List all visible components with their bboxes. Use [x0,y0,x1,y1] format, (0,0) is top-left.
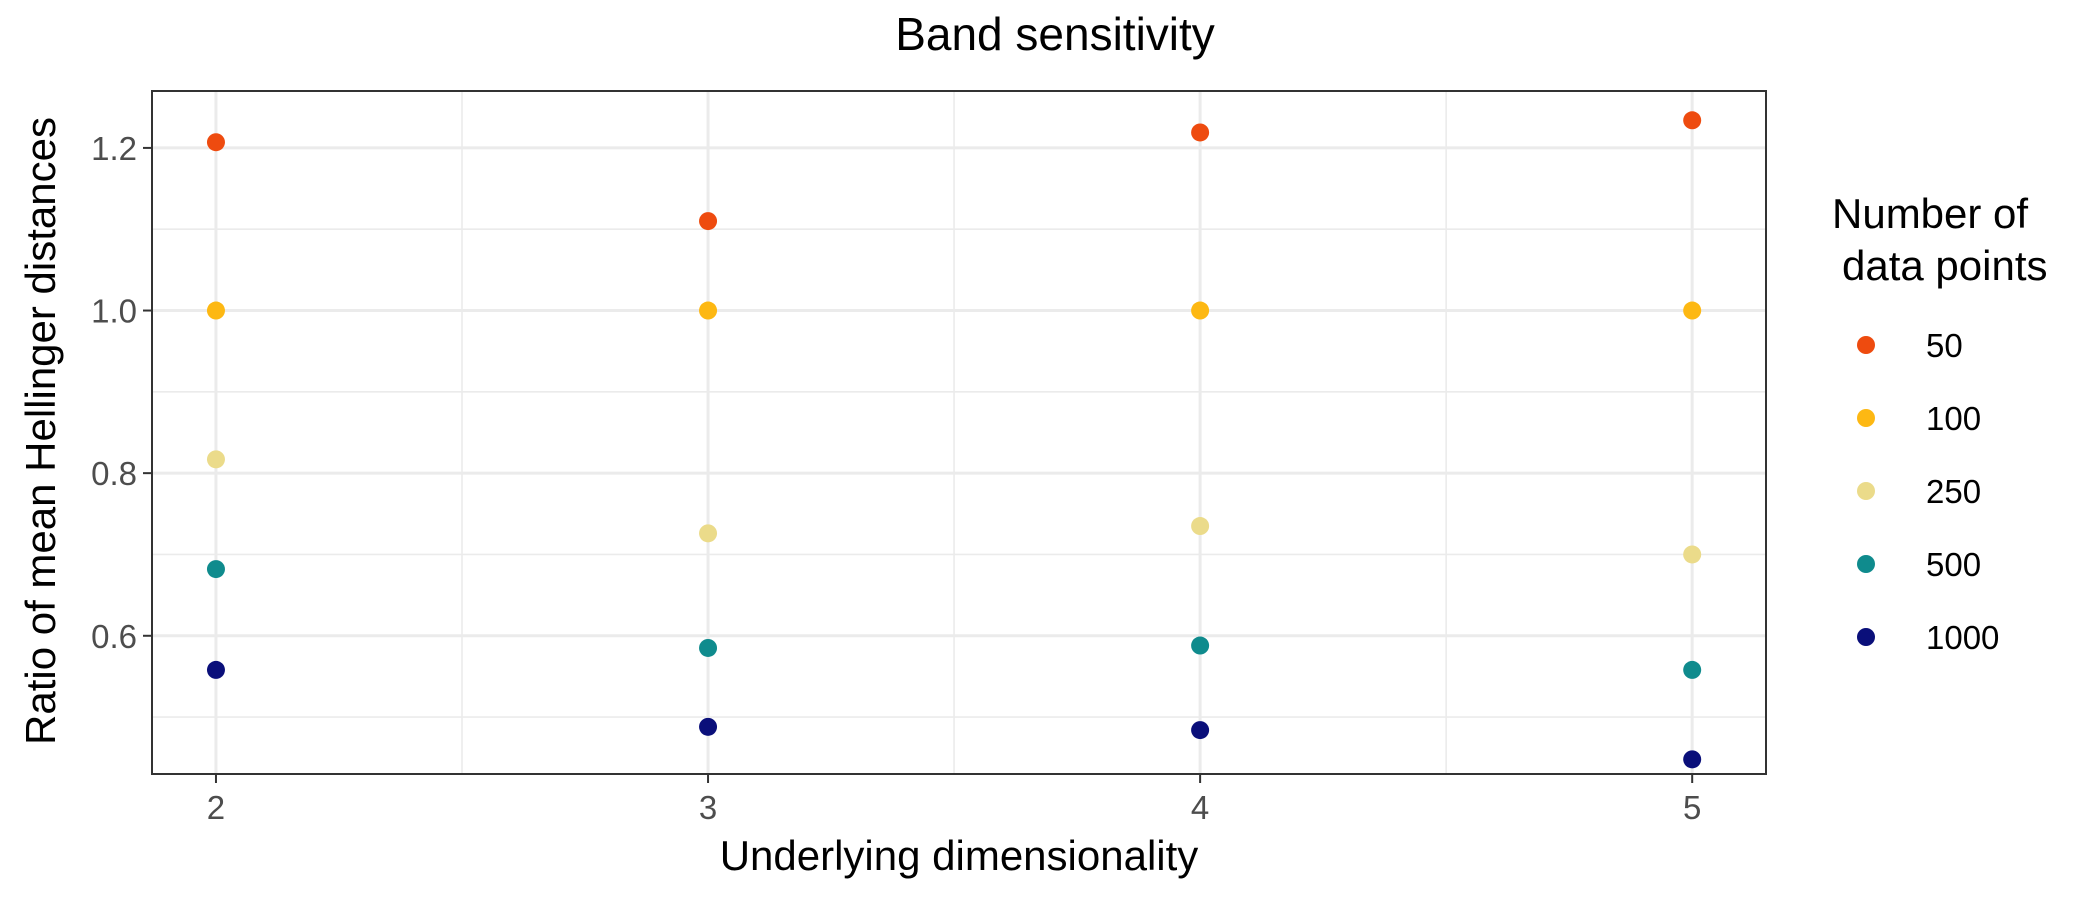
grid [152,91,1766,774]
legend-swatch [1857,409,1875,427]
x-tick-label: 2 [207,789,225,826]
legend-swatch [1857,628,1875,646]
legend-label: 1000 [1926,619,1999,656]
data-point-1000-x5 [1683,750,1702,769]
data-point-100-x5 [1683,301,1702,320]
legend-label: 50 [1926,327,1963,364]
legend-label: 250 [1926,473,1981,510]
data-point-1000-x4 [1191,721,1210,740]
data-point-50-x4 [1191,123,1210,142]
data-point-500-x4 [1191,636,1210,655]
y-tick-label: 0.6 [91,618,137,655]
y-axis: 0.6 0.8 1.0 1.2 [91,130,152,655]
y-tick-label: 0.8 [91,455,137,492]
data-points [206,111,1702,769]
data-point-100-x3 [699,301,718,320]
data-point-500-x2 [206,560,225,579]
data-point-250-x5 [1683,545,1702,564]
legend-item-250: 250 [1857,473,1981,510]
x-axis: 2 3 4 5 [207,774,1701,826]
legend-item-50: 50 [1857,327,1963,364]
chart-title: Band sensitivity [895,8,1215,60]
legend: Number of data points 50 100 250 500 1000 [1832,190,2048,656]
y-tick-label: 1.2 [91,130,137,167]
data-point-1000-x3 [699,717,718,736]
x-tick-label: 3 [699,789,717,826]
legend-item-500: 500 [1857,546,1981,583]
data-point-100-x4 [1191,301,1210,320]
data-point-500-x5 [1683,660,1702,679]
legend-title-line-2: data points [1842,242,2048,289]
data-point-50-x3 [699,212,718,231]
legend-swatch [1857,336,1875,354]
x-tick-label: 4 [1191,789,1209,826]
legend-item-100: 100 [1857,400,1981,437]
legend-item-1000: 1000 [1857,619,1999,656]
legend-label: 500 [1926,546,1981,583]
data-point-500-x3 [699,638,718,657]
data-point-100-x2 [206,301,225,320]
legend-title-line-1: Number of [1832,190,2028,237]
data-point-250-x2 [206,450,225,469]
legend-items: 50 100 250 500 1000 [1857,327,1999,656]
y-axis-title: Ratio of mean Hellinger distances [17,117,64,745]
legend-swatch [1857,555,1875,573]
data-point-250-x3 [699,524,718,543]
data-point-50-x5 [1683,111,1702,130]
legend-label: 100 [1926,400,1981,437]
x-tick-label: 5 [1683,789,1701,826]
data-point-50-x2 [206,133,225,152]
data-point-1000-x2 [206,660,225,679]
legend-swatch [1857,482,1875,500]
y-tick-label: 1.0 [91,293,137,330]
x-axis-title: Underlying dimensionality [720,832,1199,879]
data-point-250-x4 [1191,517,1210,536]
plot-panel [151,90,1767,775]
